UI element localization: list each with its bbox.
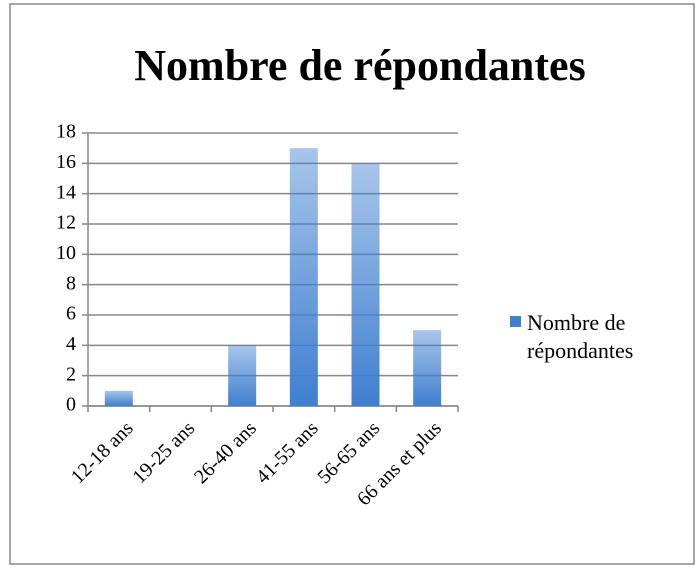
y-tick-label: 8 [66,272,76,294]
legend-label: Nombre de répondantes [527,310,634,363]
bar [104,390,133,406]
bar [351,163,380,406]
bar [413,330,442,406]
y-tick-label: 14 [56,181,76,203]
x-tick-label: 41-55 ans [252,417,323,488]
y-tick-label: 16 [56,151,76,173]
bar [289,148,318,406]
y-tick-label: 6 [66,303,76,325]
y-tick-label: 10 [56,242,76,264]
bar [228,345,257,406]
y-tick-label: 18 [56,121,76,143]
y-tick-label: 4 [66,333,76,355]
x-tick-label: 19-25 ans [128,417,199,488]
y-tick-label: 2 [66,363,76,385]
x-tick-label: 12-18 ans [67,417,138,488]
chart-border [9,3,695,565]
y-tick-label: 0 [66,394,76,416]
y-tick-label: 12 [56,212,76,234]
x-tick-label: 26-40 ans [190,417,261,488]
chart-title: Nombre de répondantes [134,41,585,90]
legend-marker [510,316,521,327]
